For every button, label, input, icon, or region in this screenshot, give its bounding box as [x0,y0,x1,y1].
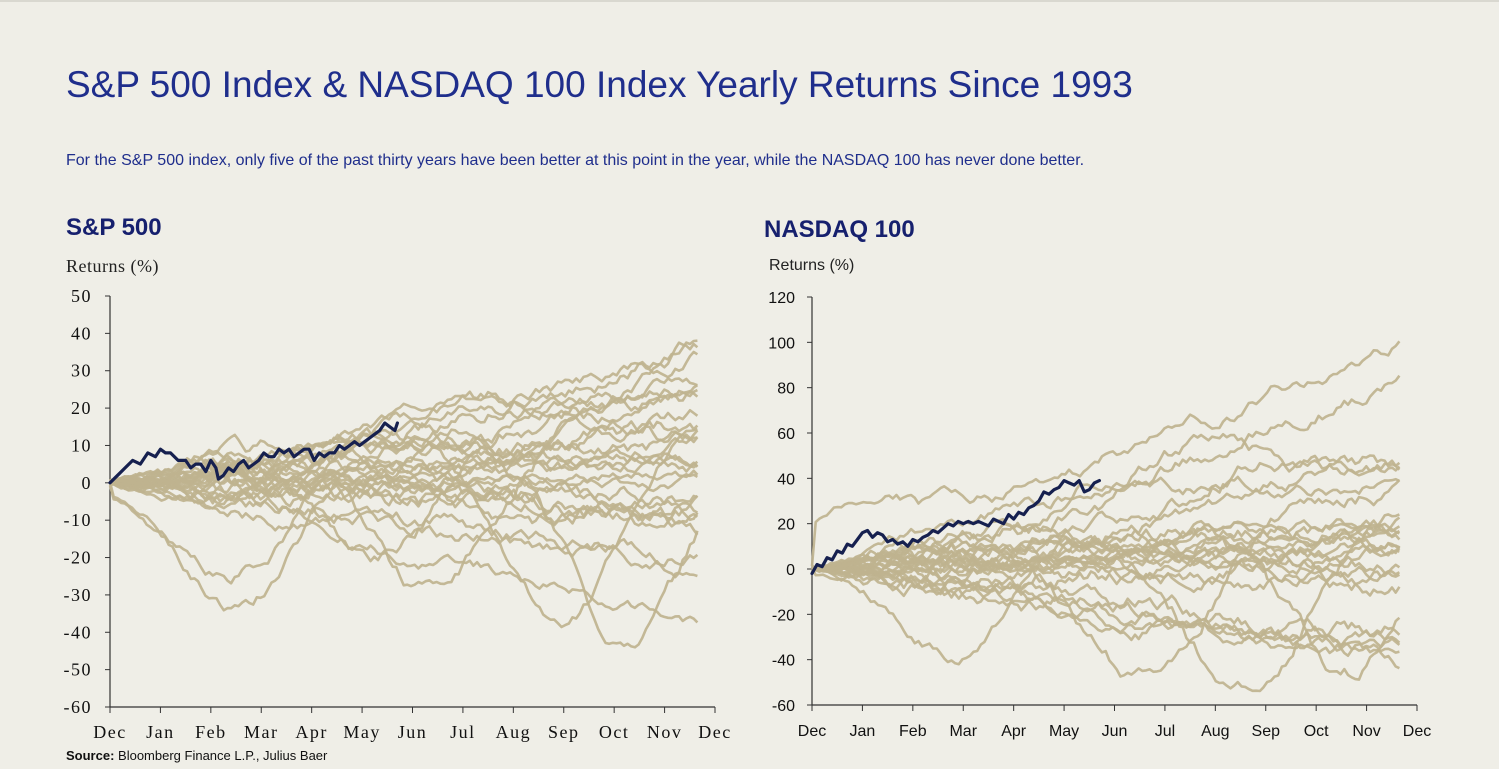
nasdaq-history-line [810,477,1400,666]
sp500-x-tick-label: Mar [244,722,279,742]
sp500-x-tick-label: Jan [146,722,175,742]
nasdaq-x-tick-label: Dec [1403,723,1431,740]
sp500-y-tick-label: -50 [64,660,93,680]
sp500-y-tick-label: 10 [71,435,92,455]
sp500-history-line [109,479,698,579]
sp500-x-tick-label: Sep [548,722,580,742]
sp500-x-tick-label: Jun [398,722,428,742]
nasdaq-y-tick-label: 100 [768,335,795,352]
source-label: Source: [66,748,115,763]
sp500-history-series [108,339,699,649]
nasdaq-x-tick-label: Dec [798,723,826,740]
sp500-y-tick-label: 50 [71,286,92,306]
sp500-x-tick-label: Dec [93,722,126,742]
sp500-history-line [108,474,699,536]
nasdaq-history-line [811,540,1401,577]
nasdaq-history-line [811,374,1401,573]
nasdaq-x-tick-label: Aug [1201,723,1229,740]
page-subtitle: For the S&P 500 index, only five of the … [66,152,1085,169]
nasdaq-x-tick-label: May [1049,723,1079,740]
nasdaq-y-tick-label: 120 [768,290,795,307]
nasdaq-x-tick-label: Mar [949,723,977,740]
sp500-y-tick-label: 0 [82,473,93,493]
sp500-history-line [109,341,699,483]
nasdaq-y-tick-label: 80 [777,381,795,398]
sp500-y-tick-label: -10 [64,510,93,530]
nasdaq-history-line [811,531,1400,575]
nasdaq-history-line [811,519,1401,571]
nasdaq-x-tick-label: Jun [1102,723,1128,740]
nasdaq-x-tick-label: Jan [850,723,876,740]
sp500-history-line [109,480,699,624]
nasdaq-x-tick-label: Nov [1352,723,1380,740]
sp500-chart-title: S&P 500 [66,214,162,241]
sp500-history-line [109,465,699,496]
nasdaq-x-tick-label: Apr [1001,723,1027,740]
nasdaq-history-line [811,566,1400,654]
nasdaq-y-tick-label: -60 [772,698,795,715]
sp500-current-year-line [108,421,399,485]
sp500-x-tick-label: Nov [647,722,683,742]
page-title: S&P 500 Index & NASDAQ 100 Index Yearly … [66,64,1133,105]
sp500-history-line [108,384,699,612]
sp500-y-tick-label: -20 [64,548,93,568]
nasdaq-history-line [811,561,1401,649]
nasdaq-y-tick-label: 20 [777,517,795,534]
sp500-y-tick-label: -30 [64,585,93,605]
nasdaq-x-tick-label: Jul [1155,723,1175,740]
sp500-y-tick-label: -40 [64,622,93,642]
sp500-y-axis-label: Returns (%) [66,256,159,276]
sp500-x-tick-label: May [343,722,381,742]
nasdaq-history-line [811,565,1400,670]
top-divider [0,0,1499,2]
nasdaq-history-line [811,555,1401,592]
nasdaq-y-tick-label: 60 [777,426,795,443]
sp500-y-tick-label: -60 [64,697,93,717]
nasdaq-chart-title: NASDAQ 100 [764,216,915,243]
nasdaq-y-tick-label: -20 [772,607,795,624]
sp500-history-line [108,377,698,585]
sp500-x-tick-label: Feb [195,722,227,742]
sp500-x-tick-label: Apr [295,722,328,742]
nasdaq-history-line [810,340,1401,567]
sp500-history-line [109,339,698,484]
nasdaq-history-series [810,340,1401,693]
sp500-x-tick-label: Dec [698,722,731,742]
sp500-x-tick-label: Jul [450,722,476,742]
nasdaq-y-tick-label: 40 [777,471,795,488]
nasdaq-x-tick-label: Oct [1304,723,1329,740]
nasdaq-y-axis-label: Returns (%) [769,257,855,274]
sp500-x-tick-label: Aug [496,722,532,742]
sp500-history-line [109,477,699,529]
sp500-x-tick-label: Oct [599,722,630,742]
source-note: Source: Bloomberg Finance L.P., Julius B… [66,748,327,763]
sp500-y-tick-label: 30 [71,361,92,381]
sp500-y-tick-label: 20 [71,398,92,418]
nasdaq-y-tick-label: 0 [786,562,795,579]
nasdaq-x-tick-label: Sep [1252,723,1281,740]
source-text: Bloomberg Finance L.P., Julius Baer [118,748,328,763]
nasdaq-current-year-line [810,479,1102,576]
nasdaq-x-tick-label: Feb [899,723,927,740]
nasdaq-y-tick-label: -40 [772,653,795,670]
sp500-y-tick-label: 40 [71,323,92,343]
